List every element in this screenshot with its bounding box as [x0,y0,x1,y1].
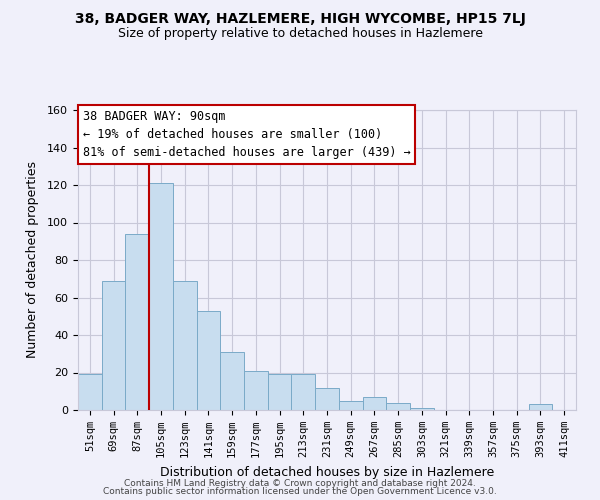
Bar [529,404,552,410]
Bar [410,408,434,410]
Bar [362,397,386,410]
Bar [197,310,220,410]
Text: Size of property relative to detached houses in Hazlemere: Size of property relative to detached ho… [118,28,482,40]
Text: Contains public sector information licensed under the Open Government Licence v3: Contains public sector information licen… [103,487,497,496]
Text: Contains HM Land Registry data © Crown copyright and database right 2024.: Contains HM Land Registry data © Crown c… [124,478,476,488]
Bar [244,370,268,410]
Y-axis label: Number of detached properties: Number of detached properties [26,162,39,358]
Bar [149,183,173,410]
Bar [386,402,410,410]
Bar [268,374,292,410]
Bar [125,234,149,410]
Bar [220,352,244,410]
Bar [102,280,125,410]
Bar [292,374,315,410]
Bar [315,388,339,410]
Bar [173,280,197,410]
Text: 38 BADGER WAY: 90sqm
← 19% of detached houses are smaller (100)
81% of semi-deta: 38 BADGER WAY: 90sqm ← 19% of detached h… [83,110,411,159]
Text: 38, BADGER WAY, HAZLEMERE, HIGH WYCOMBE, HP15 7LJ: 38, BADGER WAY, HAZLEMERE, HIGH WYCOMBE,… [74,12,526,26]
Bar [78,374,102,410]
X-axis label: Distribution of detached houses by size in Hazlemere: Distribution of detached houses by size … [160,466,494,478]
Bar [339,400,362,410]
